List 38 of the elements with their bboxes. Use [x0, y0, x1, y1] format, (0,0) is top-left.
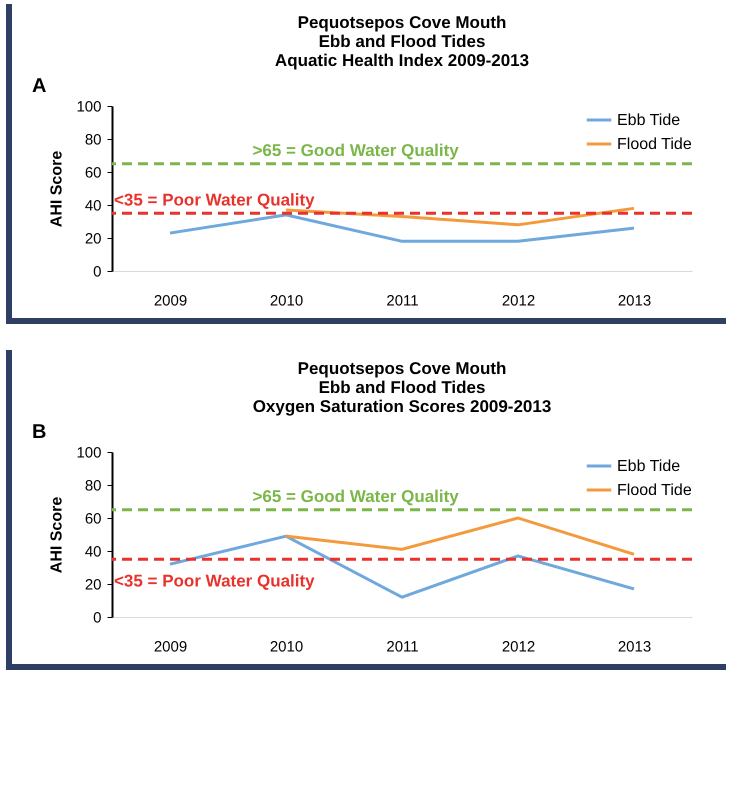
x-tick-label: 2013	[618, 292, 652, 310]
y-tick-label: 100	[76, 444, 102, 462]
y-tick-label: 0	[93, 264, 102, 280]
text: A	[32, 75, 46, 97]
legend-label: Flood Tide	[617, 136, 692, 153]
line-series	[168, 213, 636, 243]
y-tick-label: 100	[76, 98, 102, 116]
y-tick-label: 80	[84, 132, 102, 148]
y-tick-label: 20	[84, 230, 102, 248]
x-tick-label: 2012	[502, 638, 536, 656]
x-tick-label: 2011	[386, 292, 419, 310]
ref-line-label: <35 = Poor Water Quality	[114, 571, 316, 590]
legend-label: Flood Tide	[617, 482, 692, 499]
ref-line-label: >65 = Good Water Quality	[252, 140, 460, 160]
y-axis-title: AHI Score	[48, 496, 66, 574]
ref-line-label: >65 = Good Water Quality	[252, 486, 460, 506]
x-tick-label: 2010	[270, 292, 304, 310]
chart-title: Pequotsepos Cove Mouth Ebb and Flood Tides Oxygen Saturation Scores 2009-2013	[252, 359, 552, 416]
y-tick-label: 60	[84, 164, 102, 182]
x-tick-label: 2012	[502, 292, 536, 310]
chart-title: Pequotsepos Cove Mouth Ebb and Flood Tides Aquatic Health Index 2009-2013	[274, 13, 530, 70]
legend-label: Ebb Tide	[617, 458, 680, 475]
y-tick-label: 0	[93, 610, 102, 626]
x-tick-label: 2009	[154, 292, 188, 310]
legend-label: Ebb Tide	[617, 112, 680, 129]
x-tick-label: 2013	[618, 638, 652, 656]
y-axis-title: AHI Score	[48, 150, 66, 228]
line-series	[284, 516, 636, 556]
x-tick-label: 2009	[154, 638, 188, 656]
x-tick-label: 2010	[270, 638, 304, 656]
ref-line-label: <35 = Poor Water Quality	[114, 190, 316, 210]
y-tick-label: 20	[84, 576, 102, 594]
y-tick-label: 80	[84, 478, 102, 494]
y-tick-label: 40	[84, 544, 102, 560]
x-tick-label: 2011	[386, 638, 419, 656]
text: B	[32, 421, 46, 443]
y-tick-label: 40	[84, 198, 102, 214]
y-tick-label: 60	[84, 510, 102, 528]
